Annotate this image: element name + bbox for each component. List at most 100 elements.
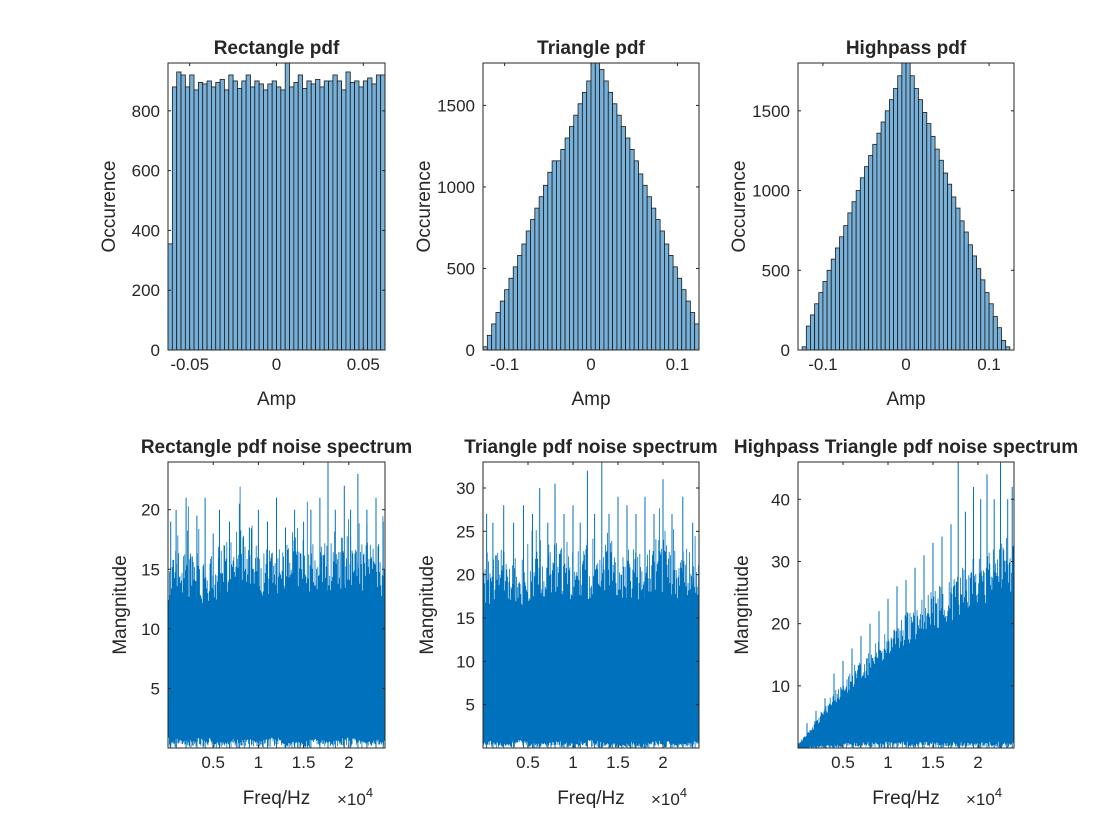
histogram-bar	[543, 184, 549, 350]
histogram-bar	[959, 220, 965, 350]
histogram-bar	[642, 184, 648, 350]
x-tick-label: 2	[973, 753, 982, 772]
histogram-bar	[603, 80, 609, 350]
x-tick-label: 0.1	[666, 355, 690, 374]
histogram-bar	[371, 83, 377, 350]
histogram-bar	[918, 99, 924, 350]
subplot-p4: 0.5 1 1.5 2 5 10 15 20 Rectangle pdf noise spect…	[110, 437, 412, 809]
histogram-bar	[685, 300, 691, 350]
histogram-bar	[668, 255, 674, 350]
histogram-bar	[625, 137, 631, 350]
histogram-bar	[245, 74, 251, 350]
histogram-bar	[967, 244, 973, 350]
histogram-bar	[897, 75, 903, 350]
histogram-bar	[263, 89, 269, 350]
subplot-p1: -0.05 0 0.05 0 200 400 600 800 Rectangle pdf Amp O…	[99, 38, 386, 410]
subplot-title: Triangle pdf	[537, 38, 645, 59]
histogram-bar	[215, 82, 221, 350]
y-tick-label: 500	[447, 259, 475, 278]
histogram-bar	[573, 114, 579, 350]
y-tick-label: 500	[762, 261, 790, 280]
y-tick-label: 800	[132, 102, 160, 121]
x-tick-label: 1.5	[606, 753, 630, 772]
y-axis-label: Mangnitude	[110, 555, 131, 654]
x-tick-label: 2	[344, 753, 353, 772]
x-tick-label: 1	[883, 753, 892, 772]
y-tick-label: 1000	[437, 178, 475, 197]
y-tick-label: 10	[141, 620, 160, 639]
histogram-bar	[345, 71, 351, 350]
histogram-bar	[551, 160, 557, 350]
x-tick-label: 0.5	[831, 753, 855, 772]
y-tick-label: 1500	[437, 96, 475, 115]
histogram-bar	[534, 207, 540, 350]
histogram-bar	[951, 196, 957, 350]
histogram-bar	[328, 80, 334, 350]
y-tick-label: 200	[132, 281, 160, 300]
histogram-bar	[851, 201, 857, 350]
histogram-bar	[367, 77, 373, 350]
histogram-bar	[834, 247, 840, 350]
y-tick-label: 25	[456, 522, 475, 541]
histogram-bar	[818, 292, 824, 350]
subplot-p3: -0.1 0 0.1 0 500 1000 1500 Highpass pdf Amp Occur…	[729, 38, 1015, 410]
histogram-bar	[810, 314, 816, 350]
histogram-bar	[224, 89, 230, 350]
histogram-bar	[560, 149, 566, 350]
histogram-bar	[323, 80, 329, 350]
subplot-p2: -0.1 0 0.1 0 500 1000 1500 Triangle pdf Amp Occur…	[414, 38, 700, 410]
data-layer	[483, 462, 699, 748]
histogram-bar	[349, 82, 356, 350]
histogram-bar	[375, 74, 382, 350]
histogram-bar	[822, 281, 828, 350]
histogram-bar	[689, 312, 696, 350]
y-tick-label: 5	[151, 679, 160, 698]
histogram-bar	[586, 80, 592, 350]
histogram-bar	[922, 112, 928, 350]
histogram-bar	[616, 114, 622, 350]
y-tick-label: 20	[771, 615, 790, 634]
histogram-bar	[996, 327, 1002, 350]
histogram-bar	[859, 177, 865, 350]
x-exponent-label: ×104	[651, 785, 687, 809]
x-tick-label: 0	[901, 355, 910, 374]
histogram-bar	[594, 63, 601, 350]
histogram-bar	[495, 312, 501, 350]
histogram-bar	[638, 173, 644, 350]
histogram-bar	[905, 63, 911, 350]
histogram-bar	[888, 99, 894, 350]
histogram-bar	[171, 86, 178, 350]
histogram-bar	[872, 143, 878, 350]
histogram-bar	[569, 126, 575, 350]
histogram-bar	[868, 155, 874, 350]
histogram-bar	[315, 79, 321, 350]
data-layer	[483, 63, 699, 350]
x-axis-label: Freq/Hz	[243, 788, 311, 809]
histogram-bar	[341, 89, 347, 350]
histogram-bar	[1001, 340, 1007, 350]
x-exponent-label: ×104	[966, 785, 1002, 809]
histogram-bar	[210, 86, 217, 350]
histogram-bar	[698, 334, 699, 350]
y-axis-label: Occurence	[729, 161, 750, 253]
subplot-title: Rectangle pdf noise spectrum	[141, 437, 412, 458]
histogram-bar	[336, 80, 343, 350]
histogram-bar	[206, 80, 212, 350]
histogram-bar	[284, 63, 290, 350]
y-axis-label: Mangnitude	[732, 555, 753, 654]
histogram-bar	[926, 123, 932, 350]
histogram-bar	[250, 86, 256, 350]
histogram-bar	[193, 89, 199, 350]
histogram-bar	[651, 207, 657, 350]
y-tick-label: 0	[151, 341, 160, 360]
y-tick-label: 1500	[752, 102, 790, 121]
x-tick-label: 0	[272, 355, 281, 374]
histogram-bar	[538, 196, 544, 350]
histogram-bar	[880, 121, 886, 350]
y-tick-label: 20	[141, 501, 160, 520]
histogram-bar	[664, 243, 670, 350]
histogram-bar	[197, 82, 204, 350]
subplot-title: Triangle pdf noise spectrum	[464, 437, 717, 458]
histogram-bar	[901, 63, 907, 350]
